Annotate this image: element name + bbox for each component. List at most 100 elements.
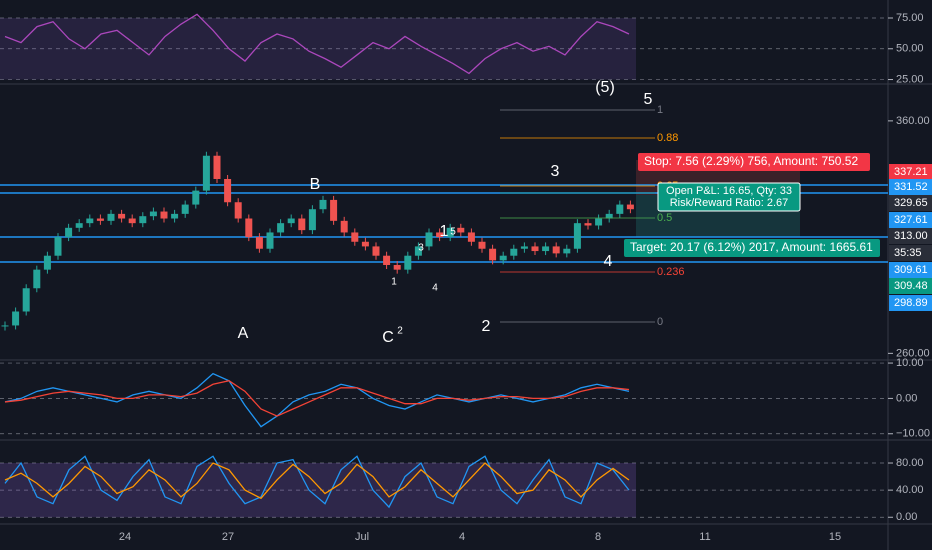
- price-tag: [889, 228, 932, 244]
- candle: [393, 265, 401, 270]
- candle: [478, 241, 486, 249]
- y-tick-label: 0.00: [896, 511, 917, 523]
- fib-label: 1: [657, 104, 663, 116]
- price-tag: [889, 278, 932, 294]
- pnl-label: Open P&L: 16.65, Qty: 33: [666, 185, 792, 197]
- x-tick-label: 15: [829, 531, 841, 543]
- wave-label: 4: [604, 253, 613, 270]
- price-tag-label: 298.89: [894, 297, 928, 309]
- candle: [255, 237, 263, 249]
- candle: [489, 248, 497, 261]
- y-tick-label: 260.00: [896, 347, 930, 359]
- price-tag: [889, 295, 932, 311]
- candle: [54, 237, 62, 256]
- price-tag-label: 331.52: [894, 181, 928, 193]
- x-tick-label: 27: [222, 531, 234, 543]
- wave-label: 1: [391, 277, 397, 288]
- candle: [171, 213, 179, 219]
- candle: [383, 255, 391, 266]
- x-tick-label: 11: [699, 531, 710, 543]
- candle: [436, 232, 444, 238]
- wave-label: (5): [595, 79, 615, 96]
- candle: [351, 232, 359, 242]
- indicator-line: [4, 380, 630, 417]
- wave-label: B: [310, 176, 321, 193]
- candle: [531, 246, 539, 252]
- wave-label: 3: [418, 243, 424, 254]
- candle: [12, 311, 20, 326]
- y-tick-label: 50.00: [896, 43, 924, 55]
- price-tag: [889, 179, 932, 195]
- candle: [86, 218, 94, 224]
- wave-label: A: [238, 325, 249, 342]
- stop-label: Stop: 7.56 (2.29%) 756, Amount: 750.52: [644, 154, 858, 168]
- price-tag: [889, 245, 932, 261]
- candle: [65, 227, 73, 238]
- x-tick-label: Jul: [355, 531, 369, 543]
- indicator-line: [4, 13, 630, 75]
- fib-label: 0.236: [657, 266, 685, 278]
- candle: [446, 227, 454, 238]
- candle: [33, 269, 41, 289]
- y-tick-label: −10.00: [896, 428, 930, 440]
- candle: [96, 218, 104, 221]
- candle: [308, 209, 316, 231]
- candle: [605, 213, 613, 219]
- y-tick-label: 10.00: [896, 357, 924, 369]
- candle: [192, 190, 200, 205]
- fib-label: 0.5: [657, 212, 672, 224]
- candle: [245, 218, 253, 238]
- candle: [234, 202, 242, 219]
- candle: [1, 325, 9, 327]
- indicator-line: [4, 372, 630, 428]
- y-tick-label: 0.00: [896, 392, 917, 404]
- price-tag: [889, 195, 932, 211]
- wave-label: C: [382, 329, 394, 346]
- candle: [425, 232, 433, 247]
- candle: [266, 232, 274, 249]
- price-tag: [889, 164, 932, 180]
- stop-box: [638, 153, 870, 171]
- wave-label: 2: [397, 326, 403, 337]
- candle: [372, 246, 380, 256]
- candle: [287, 218, 295, 224]
- candle: [118, 213, 126, 219]
- candle: [43, 255, 51, 270]
- price-tag-label: 35:35: [894, 247, 922, 259]
- candle: [22, 288, 30, 312]
- candle: [107, 213, 115, 221]
- x-tick-label: 8: [595, 531, 601, 543]
- price-tag-label: 337.21: [894, 166, 928, 178]
- candle: [298, 218, 306, 231]
- candle: [361, 241, 369, 247]
- wave-label: 5: [644, 91, 653, 108]
- price-tag-label: 313.00: [894, 230, 928, 242]
- pnl-box: [657, 182, 801, 212]
- candle: [340, 220, 348, 233]
- wave-label: 2: [482, 318, 491, 335]
- candle: [542, 246, 550, 252]
- fib-label: 0.88: [657, 132, 678, 144]
- candle: [584, 223, 592, 226]
- price-tag-label: 309.48: [894, 280, 928, 292]
- candle: [573, 223, 581, 249]
- candle: [149, 211, 157, 217]
- candle: [160, 211, 168, 219]
- rr-label: Risk/Reward Ratio: 2.67: [670, 197, 789, 209]
- candle: [626, 204, 634, 210]
- price-tag: [889, 262, 932, 278]
- wave-label: 1: [440, 223, 449, 240]
- x-tick-label: 4: [459, 531, 465, 543]
- candle: [563, 248, 571, 254]
- candle: [128, 218, 136, 224]
- x-tick-label: 24: [119, 531, 131, 543]
- target-box: [624, 239, 880, 257]
- y-tick-label: 360.00: [896, 115, 930, 127]
- candle: [181, 204, 189, 214]
- band: [0, 18, 636, 80]
- y-tick-label: 40.00: [896, 484, 924, 496]
- target-label: Target: 20.17 (6.12%) 2017, Amount: 1665…: [630, 240, 873, 254]
- fib-label: 0: [657, 316, 663, 328]
